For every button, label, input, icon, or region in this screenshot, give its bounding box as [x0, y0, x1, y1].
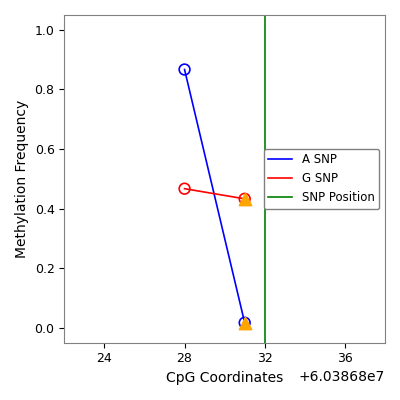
Legend: A SNP, G SNP, SNP Position: A SNP, G SNP, SNP Position	[264, 149, 379, 209]
Point	[242, 196, 248, 202]
Point	[242, 320, 248, 326]
Y-axis label: Methylation Frequency: Methylation Frequency	[15, 100, 29, 258]
X-axis label: CpG Coordinates: CpG Coordinates	[166, 371, 283, 385]
Point	[242, 320, 248, 326]
Point	[242, 196, 248, 202]
Point	[181, 66, 188, 73]
Point	[181, 186, 188, 192]
